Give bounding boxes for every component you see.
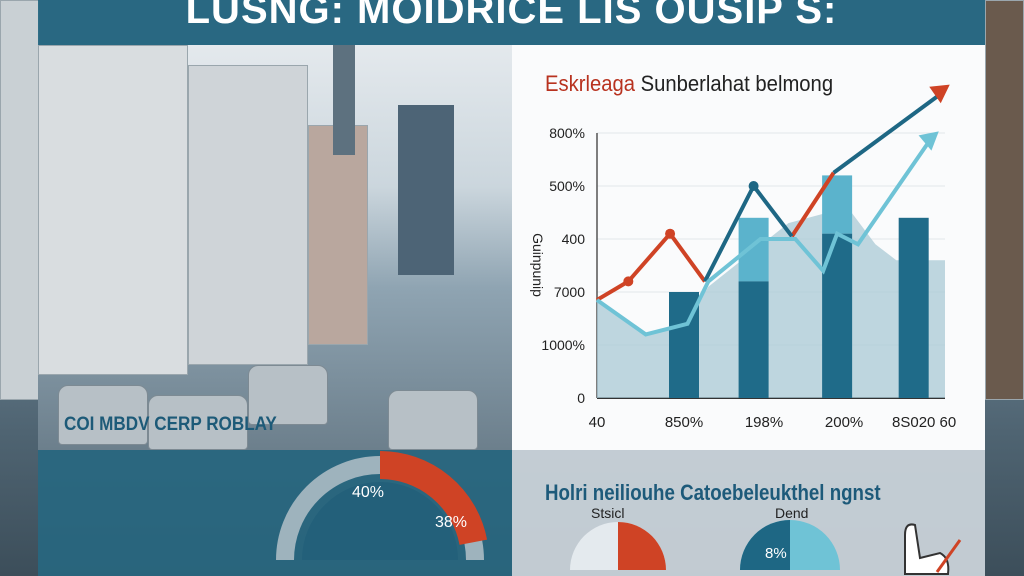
street-photo xyxy=(38,45,512,450)
y-axis-label: Guinpunip xyxy=(530,233,546,297)
building xyxy=(308,125,368,345)
car xyxy=(148,395,248,450)
spire xyxy=(333,45,355,155)
chart-title: Eskrleaga Sunberlahat belmong xyxy=(545,71,833,97)
building xyxy=(985,0,1024,400)
pie-section-title: Holri neiliouhe Catoebeleukthel ngnst xyxy=(545,480,881,505)
x-tick-label: 198% xyxy=(745,414,783,431)
y-tick-label: 1000% xyxy=(541,337,585,353)
line-series-red-2 xyxy=(790,171,836,238)
car xyxy=(388,390,478,450)
y-tick-label: 500% xyxy=(549,178,585,194)
x-tick-label: 850% xyxy=(665,414,703,431)
y-tick-label: 0 xyxy=(577,390,585,406)
arrow-head-icon xyxy=(918,131,939,151)
y-tick-label: 400 xyxy=(562,231,586,247)
pie-2-slice xyxy=(740,520,790,570)
bar-light xyxy=(738,217,769,282)
car xyxy=(248,365,328,425)
x-tick-label: 8S020 60 xyxy=(892,414,956,431)
line-series-light xyxy=(595,142,930,337)
hand-pointer-icon xyxy=(904,523,962,575)
page-title: LUSNG: MOIDRICE LIS OUSIP S: xyxy=(185,0,838,32)
bar xyxy=(898,217,929,398)
pie-1-slice xyxy=(618,522,666,570)
tower xyxy=(398,105,454,275)
banner: LUSNG: MOIDRICE LIS OUSIP S: xyxy=(38,0,985,45)
building xyxy=(38,45,188,375)
donut-arc xyxy=(379,451,488,546)
pie-1-label: Stsicl xyxy=(591,505,625,521)
data-point xyxy=(623,276,634,287)
chart-title-main: Sunberlahat belmong xyxy=(640,71,834,96)
building xyxy=(188,65,308,365)
pie-2-label: Dend xyxy=(775,505,809,521)
chart-title-red: Eskrleaga xyxy=(545,71,636,96)
data-point xyxy=(665,228,676,239)
bar xyxy=(738,281,769,398)
arrow-head-icon xyxy=(929,84,950,104)
x-tick-label: 200% xyxy=(825,414,863,431)
donut-label-b: 38% xyxy=(435,514,467,531)
building xyxy=(0,0,40,400)
data-point xyxy=(748,181,759,191)
y-tick-label: 800% xyxy=(549,125,585,141)
donut-center xyxy=(302,482,458,560)
line-series-blue-arrow xyxy=(832,94,940,175)
y-tick-label: 7000 xyxy=(554,284,585,300)
photo-caption: COI MBDV CERP ROBLAY xyxy=(64,414,277,435)
car xyxy=(58,385,148,445)
donut-label-a: 40% xyxy=(352,484,384,501)
pie-2-value: 8% xyxy=(765,545,787,562)
line-series-red xyxy=(595,230,707,302)
x-tick-label: 40 xyxy=(589,414,606,431)
